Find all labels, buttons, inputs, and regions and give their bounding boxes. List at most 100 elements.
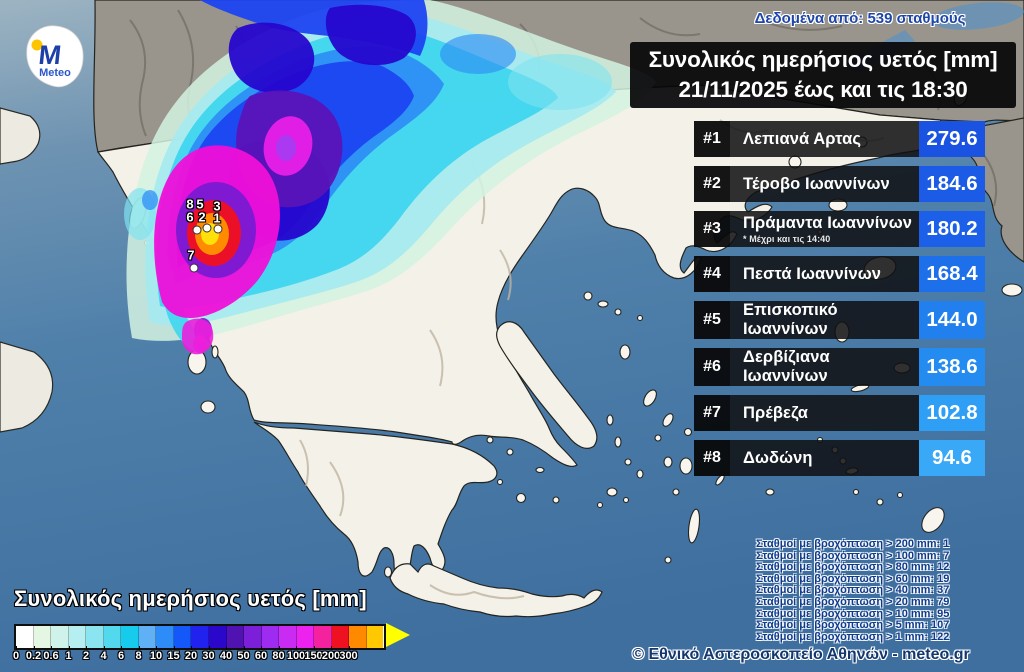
legend-color-segment [191, 626, 210, 648]
logo-pick-shape [26, 25, 84, 88]
legend-tick-label: 1 [65, 650, 72, 662]
rain-stat-line: Σταθμοί με βροχόπτωση > 40 mm: 37 [756, 584, 950, 597]
rain-stat-line: Σταθμοί με βροχόπτωση > 5 mm: 107 [756, 619, 950, 632]
legend-color-segment [121, 626, 139, 648]
legend-tick-label: 8 [135, 650, 142, 662]
station-name: Δερβίζιανα Ιωαννίνων [743, 348, 830, 385]
legend-tick-label: 0.6 [43, 650, 59, 662]
legend-tick-mark [103, 646, 105, 650]
legend-tick-mark [33, 646, 35, 650]
legend-color-segment [349, 626, 367, 648]
legend-color-segment [138, 626, 157, 648]
station-marker-dot [213, 224, 223, 234]
map-title-line2: 21/11/2025 έως και τις 18:30 [678, 77, 968, 102]
meteo-logo: M Meteo [22, 24, 88, 92]
legend-color-segment [173, 626, 192, 648]
legend-tick-label: 100 [286, 650, 306, 662]
legend-color-segment [261, 626, 280, 648]
crete-island [389, 563, 603, 618]
legend-color-bar [14, 624, 386, 650]
station-marker-dot [202, 223, 212, 233]
rain-value-cell: 102.8 [919, 395, 985, 431]
station-marker-dot [189, 263, 199, 273]
station-marker-label: 2 [198, 209, 206, 225]
legend-tick-label: 0 [12, 650, 20, 662]
rank-cell: #2 [694, 166, 730, 202]
rank-cell: #6 [694, 348, 730, 386]
rank-cell: #1 [694, 121, 730, 157]
station-note: * Μέχρι και τις 14:40 [743, 234, 831, 244]
station-name-cell: Επισκοπικό Ιωαννίνων [730, 301, 919, 339]
legend-color-segment [51, 626, 69, 648]
station-name: Πράμαντα Ιωαννίνων [743, 214, 913, 232]
map-title-box: Συνολικός ημερήσιος υετός [mm] 21/11/202… [630, 42, 1016, 108]
ranking-row: #1 Λεπιανά Αρτας 279.6 [694, 121, 985, 157]
legend-tick-mark [296, 646, 297, 650]
map-title-line1: Συνολικός ημερήσιος υετός [mm] [648, 47, 998, 73]
station-marker-label: 3 [213, 198, 221, 214]
rank-cell: #8 [694, 440, 730, 476]
rain-value-cell: 94.6 [919, 440, 985, 476]
ranking-row: #6 Δερβίζιανα Ιωαννίνων 138.6 [694, 348, 985, 386]
legend-tick-label: 0.2 [25, 650, 42, 662]
station-name-cell: Πεστά Ιωαννίνων [730, 256, 919, 292]
legend-tick-mark [173, 646, 175, 650]
rain-stat-line: Σταθμοί με βροχόπτωση > 80 mm: 12 [756, 561, 950, 574]
legend-tick-label: 150 [304, 650, 323, 662]
legend-color-segment [209, 626, 227, 648]
legend-tick-label: 6 [117, 650, 125, 662]
legend-tick-label: 4 [100, 650, 107, 662]
legend-color-segment [279, 626, 297, 648]
precipitation-overlay [124, 0, 657, 355]
station-marker-dot [192, 225, 202, 235]
legend-color-segment [68, 626, 87, 648]
station-name-cell: Πράμαντα Ιωαννίνων * Μέχρι και τις 14:40 [730, 211, 919, 247]
rank-cell: #7 [694, 395, 730, 431]
rain-value-cell: 180.2 [919, 211, 985, 247]
legend-color-segment [226, 626, 245, 648]
legend-color-segment [244, 626, 262, 648]
ranking-row: #8 Δωδώνη 94.6 [694, 440, 985, 476]
rain-value-cell: 138.6 [919, 348, 985, 386]
legend-tick-mark [156, 646, 157, 650]
legend-tick-mark [121, 646, 122, 650]
legend-arrow-icon [385, 623, 410, 647]
italy-coast [0, 107, 54, 433]
rain-value-cell: 168.4 [919, 256, 985, 292]
legend-tick-mark [313, 646, 315, 650]
ranking-row: #5 Επισκοπικό Ιωαννίνων 144.0 [694, 301, 985, 339]
legend-tick-mark [243, 646, 245, 650]
rain-stat-line: Σταθμοί με βροχόπτωση > 60 mm: 19 [756, 572, 950, 585]
legend-tick-mark [86, 646, 87, 650]
rank-cell: #3 [694, 211, 730, 247]
station-name-cell: Δωδώνη [730, 440, 919, 476]
legend-tick-mark [138, 646, 140, 650]
legend-tick-label: 15 [167, 650, 180, 662]
legend-color-segment [16, 626, 34, 648]
legend-color-segment [156, 626, 174, 648]
rain-value-cell: 184.6 [919, 166, 985, 202]
station-ranking-table: #1 Λεπιανά Αρτας 279.6 #2 Τέροβο Ιωαννίν… [694, 121, 985, 485]
legend-tick-label: 2 [82, 650, 90, 662]
logo-sun-dot [31, 39, 43, 51]
station-name: Πεστά Ιωαννίνων [743, 264, 882, 283]
legend-tick-mark [261, 646, 262, 650]
station-name: Επισκοπικό Ιωαννίνων [743, 301, 838, 338]
legend-tick-mark [191, 646, 192, 650]
station-name: Πρέβεζα [743, 403, 808, 422]
data-source-label: Δεδομένα από: 539 σταθμούς [754, 10, 966, 27]
legend-tick-mark [331, 646, 332, 650]
legend-color-segment [103, 626, 122, 648]
legend-tick-label: 300 [339, 650, 358, 662]
legend-color-segment [331, 626, 350, 648]
station-marker-label: 6 [186, 209, 194, 225]
legend-tick-mark [68, 646, 70, 650]
station-name: Λεπιανά Αρτας [743, 129, 862, 148]
station-marker-label: 8 [186, 196, 194, 212]
legend-tick-mark [348, 646, 350, 650]
ranking-row: #3 Πράμαντα Ιωαννίνων * Μέχρι και τις 14… [694, 211, 985, 247]
legend-tick-mark [208, 646, 210, 650]
legend-color-segment [366, 626, 384, 648]
ranking-row: #4 Πεστά Ιωαννίνων 168.4 [694, 256, 985, 292]
